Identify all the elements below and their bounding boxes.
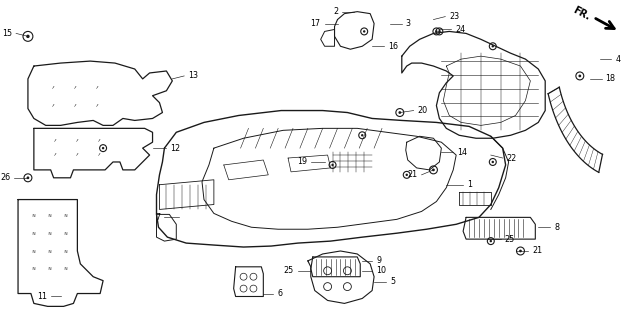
Text: ⁄⁄: ⁄⁄ <box>98 153 100 157</box>
Text: ⁄⁄: ⁄⁄ <box>75 104 76 108</box>
Text: ≈: ≈ <box>63 231 68 236</box>
Text: ⁄⁄: ⁄⁄ <box>98 139 100 143</box>
Text: ⁄⁄: ⁄⁄ <box>97 104 98 108</box>
Text: 15: 15 <box>2 29 12 38</box>
Text: 14: 14 <box>457 148 467 156</box>
Text: 2: 2 <box>334 7 339 16</box>
Text: ≈: ≈ <box>32 213 36 218</box>
Circle shape <box>432 169 435 171</box>
Text: ≈: ≈ <box>63 249 68 254</box>
Text: 11: 11 <box>37 292 47 301</box>
Text: ≈: ≈ <box>32 249 36 254</box>
Circle shape <box>438 30 441 33</box>
Circle shape <box>519 250 522 252</box>
Text: 7: 7 <box>155 213 161 222</box>
Text: ≈: ≈ <box>48 267 52 272</box>
Text: 23: 23 <box>450 12 460 21</box>
Text: ⁄⁄: ⁄⁄ <box>53 104 55 108</box>
Text: ≈: ≈ <box>48 213 52 218</box>
Text: ≈: ≈ <box>48 249 52 254</box>
Circle shape <box>26 35 29 38</box>
Text: 9: 9 <box>376 256 381 265</box>
Text: 26: 26 <box>0 173 10 182</box>
Text: ⁄⁄: ⁄⁄ <box>76 139 78 143</box>
Text: 17: 17 <box>310 19 320 28</box>
Text: 1: 1 <box>467 180 472 189</box>
Circle shape <box>579 75 581 77</box>
Text: 3: 3 <box>406 19 411 28</box>
Text: 21: 21 <box>532 246 542 255</box>
Circle shape <box>26 176 29 179</box>
Text: 18: 18 <box>606 74 616 84</box>
Text: ≈: ≈ <box>63 267 68 272</box>
Text: ⁄⁄: ⁄⁄ <box>97 86 98 90</box>
Text: ≈: ≈ <box>32 267 36 272</box>
Text: ⁄⁄: ⁄⁄ <box>76 153 78 157</box>
Text: FR.: FR. <box>571 5 591 22</box>
Text: 22: 22 <box>507 154 517 163</box>
Text: 19: 19 <box>297 157 307 166</box>
Text: 24: 24 <box>455 25 465 34</box>
Text: ⁄⁄: ⁄⁄ <box>75 86 76 90</box>
Text: 20: 20 <box>418 106 428 115</box>
Circle shape <box>102 147 104 149</box>
Text: 25: 25 <box>505 235 515 244</box>
Circle shape <box>363 30 366 33</box>
Circle shape <box>435 30 438 33</box>
Text: 16: 16 <box>388 42 398 51</box>
Text: 4: 4 <box>616 55 621 64</box>
Text: 10: 10 <box>376 266 386 275</box>
Text: ⁄⁄: ⁄⁄ <box>55 153 56 157</box>
Text: ≈: ≈ <box>48 231 52 236</box>
Circle shape <box>490 240 492 242</box>
Text: 6: 6 <box>277 289 282 298</box>
Circle shape <box>492 45 494 47</box>
Text: ⁄⁄: ⁄⁄ <box>53 86 55 90</box>
Text: ⁄⁄: ⁄⁄ <box>55 139 56 143</box>
Circle shape <box>331 164 334 166</box>
Text: ≈: ≈ <box>63 213 68 218</box>
Text: 8: 8 <box>554 223 559 232</box>
Circle shape <box>492 161 494 163</box>
Text: 25: 25 <box>284 266 294 275</box>
Text: 13: 13 <box>188 71 198 80</box>
Text: 12: 12 <box>171 144 181 153</box>
Circle shape <box>406 174 408 176</box>
Text: ≈: ≈ <box>32 231 36 236</box>
Text: 21: 21 <box>408 170 418 179</box>
Circle shape <box>398 111 401 114</box>
Text: 5: 5 <box>390 277 395 286</box>
Circle shape <box>361 134 364 137</box>
